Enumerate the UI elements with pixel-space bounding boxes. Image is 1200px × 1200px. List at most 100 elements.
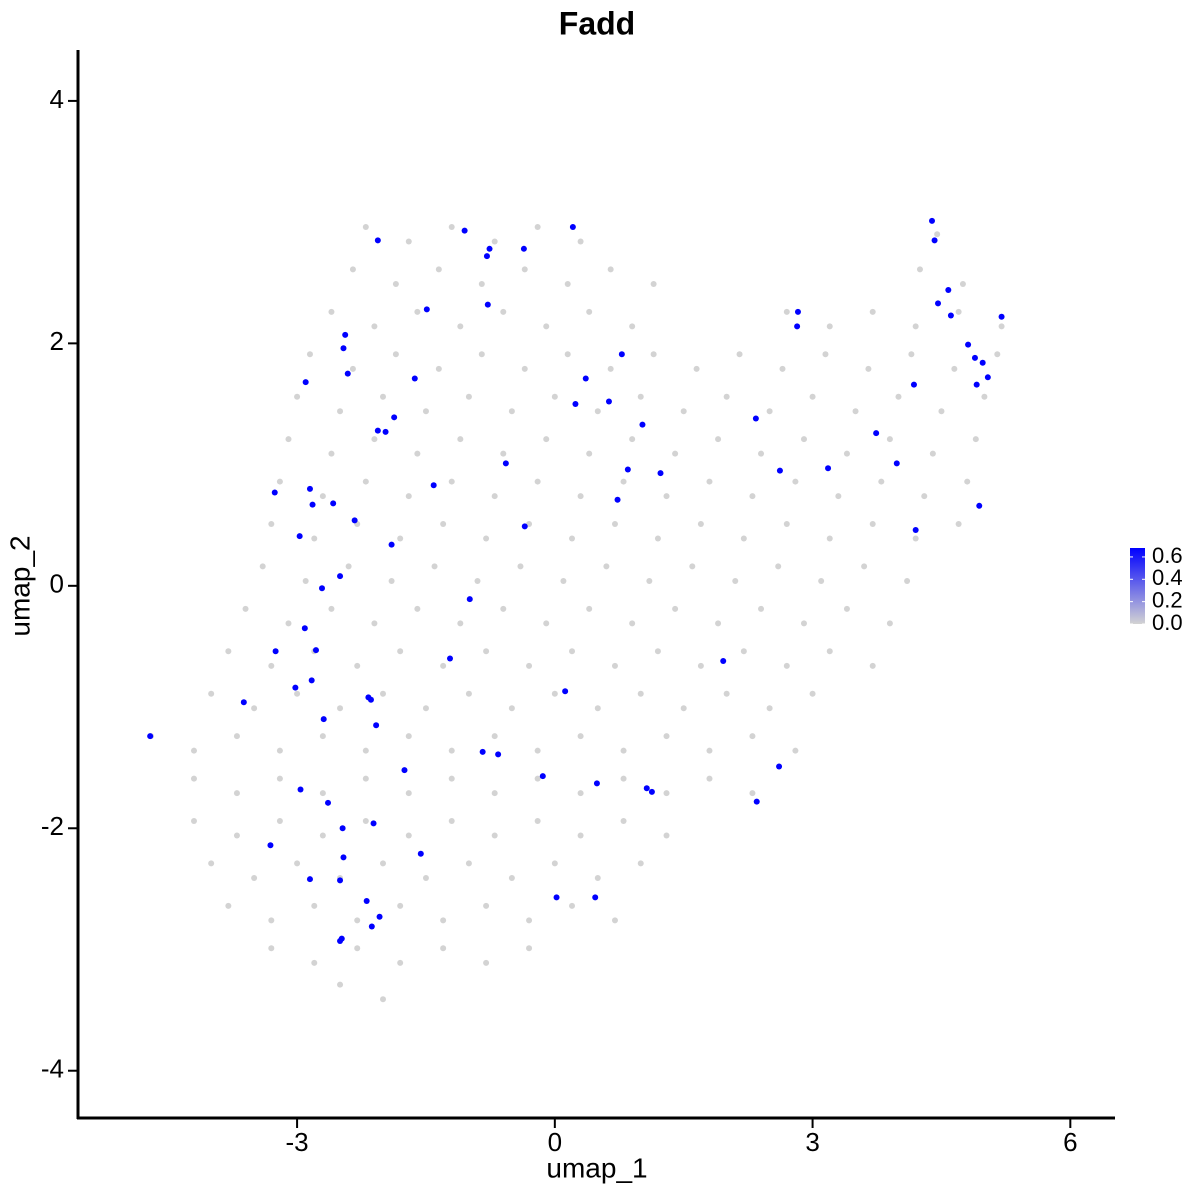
cell-point — [629, 620, 636, 627]
cell-point — [650, 351, 657, 358]
y-tick-label: 2 — [50, 326, 64, 356]
cell-point — [715, 620, 722, 627]
cell-point — [620, 775, 627, 782]
cell-point — [276, 478, 283, 485]
cell-point — [648, 788, 655, 795]
cell-point — [483, 648, 490, 655]
cell-point — [508, 874, 515, 881]
cell-point — [825, 465, 832, 472]
cell-point — [422, 874, 429, 881]
cell-point — [526, 917, 533, 924]
cell-point — [319, 790, 326, 797]
cell-point — [526, 662, 533, 669]
cell-point — [869, 662, 876, 669]
cell-point — [965, 341, 972, 348]
cell-point — [637, 393, 644, 400]
cell-point — [491, 832, 498, 839]
cell-point — [319, 585, 325, 592]
cell-point — [620, 817, 627, 824]
cell-point — [292, 684, 299, 691]
cell-point — [312, 647, 319, 654]
cell-point — [521, 266, 528, 273]
cell-point — [605, 398, 612, 405]
cell-point — [491, 493, 498, 500]
cell-point — [354, 917, 361, 924]
cell-point — [465, 393, 472, 400]
cell-point — [500, 308, 507, 315]
cell-point — [959, 280, 966, 287]
cell-point — [994, 351, 1001, 358]
cell-point — [267, 842, 274, 849]
cell-point — [553, 894, 560, 901]
cell-point — [190, 817, 197, 824]
cell-point — [345, 563, 352, 570]
cell-point — [414, 308, 421, 315]
cell-point — [912, 535, 919, 542]
cell-point — [706, 747, 713, 754]
cell-point — [474, 577, 481, 584]
cell-point — [706, 478, 713, 485]
cell-point — [672, 605, 679, 612]
cell-point — [325, 799, 332, 806]
cell-point — [577, 238, 584, 245]
cell-point — [285, 620, 292, 627]
cell-point — [560, 577, 567, 584]
cell-point — [766, 408, 773, 415]
x-axis-title: umap_1 — [546, 1152, 647, 1183]
cell-point — [624, 466, 631, 473]
cell-point — [792, 747, 799, 754]
cell-point — [577, 832, 584, 839]
cell-point — [543, 620, 550, 627]
cell-point — [637, 860, 644, 867]
cell-point — [654, 648, 661, 655]
cell-point — [483, 535, 490, 542]
cell-point — [351, 517, 358, 524]
cell-point — [397, 535, 404, 542]
cell-point — [916, 266, 923, 273]
cell-point — [517, 563, 524, 570]
cell-point — [972, 436, 979, 443]
cell-point — [520, 245, 527, 252]
cell-point — [491, 238, 498, 245]
cell-point — [508, 705, 515, 712]
cell-point — [843, 450, 850, 457]
cell-point — [411, 375, 418, 382]
cell-point — [663, 733, 670, 740]
cell-point — [758, 450, 765, 457]
cell-point — [663, 832, 670, 839]
cell-point — [405, 733, 412, 740]
cell-point — [740, 535, 747, 542]
cell-point — [380, 996, 386, 1003]
cell-point — [753, 798, 760, 805]
cell-point — [603, 563, 610, 570]
cell-point — [190, 775, 197, 782]
cell-point — [749, 790, 756, 797]
cell-point — [776, 467, 783, 474]
y-tick-label: -2 — [41, 811, 64, 841]
cell-point — [371, 436, 378, 443]
cell-point — [374, 427, 381, 434]
cell-point — [500, 450, 507, 457]
cell-point — [392, 351, 399, 358]
cell-point — [362, 478, 369, 485]
cell-point — [337, 981, 344, 988]
cell-point — [893, 460, 900, 467]
cell-point — [309, 501, 316, 508]
cell-point — [646, 577, 653, 584]
cell-point — [330, 500, 337, 507]
cell-point — [337, 938, 344, 945]
cell-point — [895, 393, 902, 400]
cell-point — [663, 493, 670, 500]
cell-point — [268, 662, 275, 669]
cell-point — [276, 817, 283, 824]
cell-point — [328, 450, 335, 457]
cell-point — [422, 705, 429, 712]
cell-point — [697, 662, 704, 669]
cell-point — [349, 365, 356, 372]
cell-point — [779, 365, 786, 372]
cell-point — [809, 690, 816, 697]
points — [147, 217, 1005, 1003]
cell-point — [945, 287, 952, 294]
cell-point — [775, 563, 782, 570]
cell-point — [414, 450, 421, 457]
